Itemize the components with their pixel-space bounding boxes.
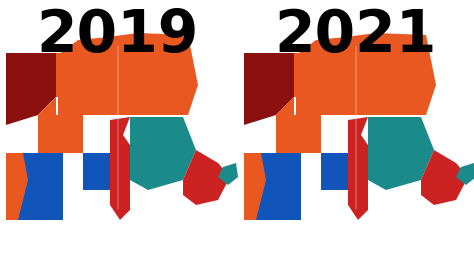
Ellipse shape (408, 69, 421, 78)
Text: 2021: 2021 (275, 7, 437, 64)
Ellipse shape (363, 48, 380, 58)
Ellipse shape (56, 59, 68, 67)
Ellipse shape (294, 59, 306, 67)
Ellipse shape (190, 189, 201, 196)
Polygon shape (421, 150, 468, 205)
Polygon shape (368, 117, 434, 190)
Polygon shape (244, 53, 294, 153)
Text: 2019: 2019 (37, 7, 199, 64)
Polygon shape (348, 117, 368, 153)
Polygon shape (58, 33, 198, 115)
Polygon shape (110, 117, 130, 153)
Polygon shape (110, 190, 130, 220)
Polygon shape (456, 163, 474, 185)
Ellipse shape (303, 50, 322, 62)
Polygon shape (130, 117, 196, 190)
Polygon shape (296, 33, 436, 115)
Polygon shape (348, 153, 368, 190)
Ellipse shape (397, 58, 414, 68)
Ellipse shape (318, 42, 342, 53)
Polygon shape (276, 97, 321, 153)
Polygon shape (294, 53, 336, 97)
Ellipse shape (159, 58, 176, 68)
Ellipse shape (145, 52, 160, 60)
Polygon shape (218, 163, 238, 185)
Ellipse shape (103, 44, 125, 55)
Ellipse shape (80, 42, 104, 53)
Polygon shape (348, 190, 368, 220)
Ellipse shape (135, 60, 149, 69)
Polygon shape (83, 153, 110, 190)
Polygon shape (6, 53, 56, 153)
Polygon shape (321, 153, 348, 190)
Ellipse shape (341, 44, 363, 55)
Polygon shape (244, 153, 266, 220)
Bar (257, 46, 455, 209)
Ellipse shape (373, 60, 387, 69)
Polygon shape (38, 97, 83, 153)
Ellipse shape (428, 189, 438, 196)
Polygon shape (6, 153, 63, 220)
Polygon shape (6, 153, 28, 220)
Ellipse shape (65, 50, 84, 62)
Polygon shape (110, 153, 130, 190)
Ellipse shape (125, 48, 142, 58)
Bar (19, 46, 217, 209)
Ellipse shape (170, 69, 183, 78)
Polygon shape (183, 150, 230, 205)
Polygon shape (56, 53, 98, 97)
Ellipse shape (383, 52, 398, 60)
Polygon shape (244, 153, 301, 220)
